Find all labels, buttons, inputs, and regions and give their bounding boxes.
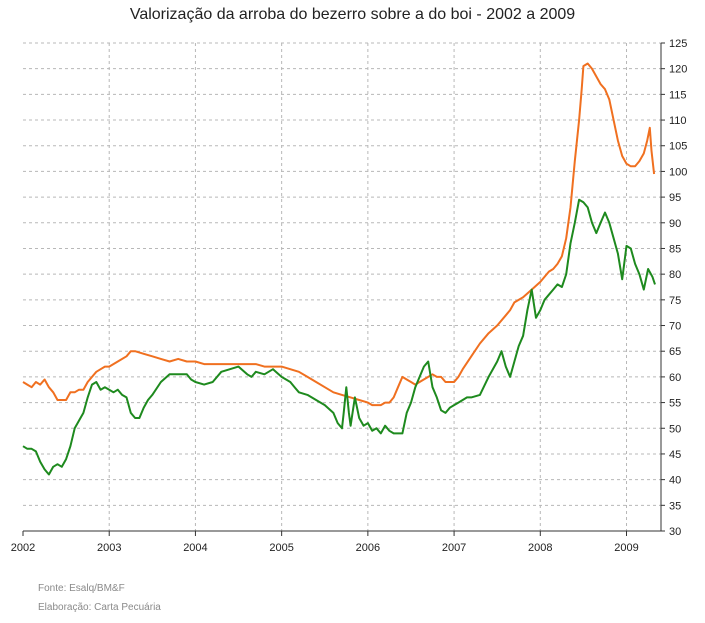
y-tick-label: 85 <box>669 243 681 255</box>
x-tick-label: 2003 <box>97 542 121 554</box>
y-tick-label: 90 <box>669 218 681 230</box>
x-tick-label: 2008 <box>528 542 552 554</box>
chart-title: Valorização da arroba do bezerro sobre a… <box>129 6 576 23</box>
x-tick-label: 2007 <box>442 542 466 554</box>
y-tick-label: 45 <box>669 449 681 461</box>
y-tick-label: 35 <box>669 500 681 512</box>
y-tick-label: 70 <box>669 321 681 333</box>
y-tick-label: 115 <box>669 89 687 101</box>
y-tick-label: 65 <box>669 346 681 358</box>
y-tick-label: 125 <box>669 38 687 50</box>
series-line-1 <box>22 62 656 407</box>
source-note: Fonte: Esalq/BM&F <box>38 583 125 594</box>
y-tick-label: 80 <box>669 269 681 281</box>
credit-note: Elaboração: Carta Pecuária <box>38 602 161 613</box>
y-tick-label: 55 <box>669 398 681 410</box>
series-lines <box>22 62 656 476</box>
y-tick-label: 105 <box>669 141 687 153</box>
y-tick-label: 40 <box>669 475 681 487</box>
x-tick-label: 2002 <box>11 542 35 554</box>
y-tick-label: 50 <box>669 423 681 435</box>
y-tick-label: 120 <box>669 64 687 76</box>
y-tick-label: 75 <box>669 295 681 307</box>
y-tick-label: 95 <box>669 192 681 204</box>
x-tick-label: 2009 <box>614 542 638 554</box>
x-tick-label: 2004 <box>183 542 207 554</box>
x-tick-label: 2006 <box>356 542 380 554</box>
tick-labels: 30 35 40 45 50 55 60 65 70 75 80 85 90 95 100 105 110 115… <box>11 38 688 554</box>
grid-lines <box>23 42 662 531</box>
y-tick-label: 100 <box>669 166 687 178</box>
x-tick-label: 2005 <box>269 542 293 554</box>
y-tick-label: 30 <box>669 526 681 538</box>
y-tick-label: 110 <box>669 115 687 127</box>
series-line-2 <box>22 198 656 476</box>
axes <box>22 42 665 536</box>
y-tick-label: 60 <box>669 372 681 384</box>
